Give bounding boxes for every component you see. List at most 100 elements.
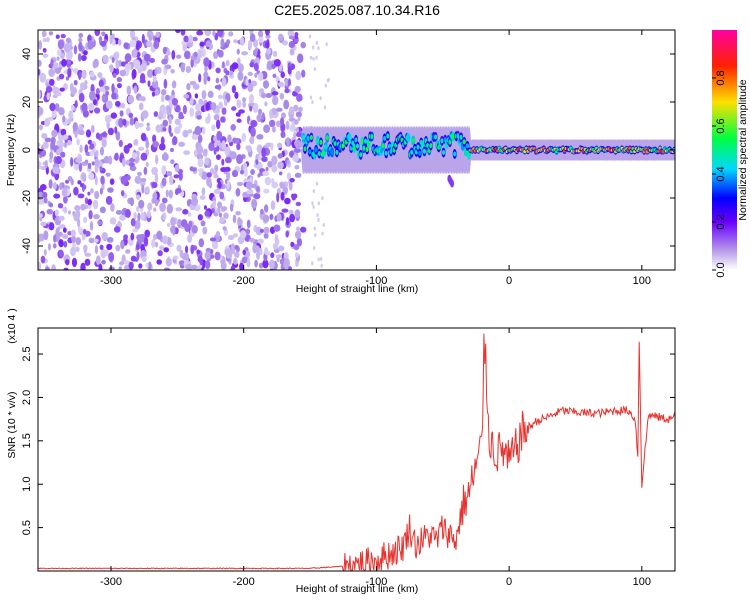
spectrogram-cell — [99, 86, 106, 93]
spectrogram-cell — [158, 245, 165, 250]
spectrogram-cell — [429, 143, 433, 149]
spectrogram-cell — [256, 185, 260, 193]
spectrogram-cell — [314, 233, 317, 238]
spectrogram-cell — [51, 264, 57, 270]
spectrogram-cell — [287, 78, 292, 87]
spectrogram-cell — [112, 72, 117, 78]
snr-y-tick-label: 1.0 — [21, 477, 33, 492]
spectrogram-cell — [198, 73, 202, 83]
spectrogram-cell — [312, 56, 315, 61]
spectrogram-cell — [213, 188, 221, 195]
spectrogram-cell — [87, 191, 91, 196]
snr-x-tick-label: 0 — [506, 576, 512, 588]
spectrogram-cell — [297, 53, 304, 64]
spectrogram-x-ticks: -300 -200 -100 0 100 — [100, 30, 651, 287]
spectrogram-cell — [38, 200, 43, 206]
spectrogram-cell — [38, 233, 42, 243]
spectrogram-cell — [63, 267, 69, 270]
spectrogram-cell — [289, 48, 295, 56]
snr-series-line — [38, 333, 675, 571]
spectrogram-cell — [178, 141, 186, 147]
spectrogram-cell — [50, 58, 54, 68]
spectrogram-cell — [365, 147, 369, 153]
spectrogram-cell — [81, 69, 87, 80]
spectrogram-cell — [39, 184, 47, 191]
spectrogram-cell — [154, 173, 159, 184]
spectrogram-cell — [75, 157, 83, 164]
spectrogram-cell — [301, 69, 306, 78]
spectrogram-cell — [237, 71, 244, 81]
spectrogram-cell — [161, 177, 167, 187]
spectrogram-cell — [448, 139, 452, 145]
spectrogram-cell — [131, 152, 138, 160]
spectrogram-cell — [239, 262, 244, 270]
spectrogram-cell — [190, 244, 195, 255]
spectrogram-cell — [90, 188, 94, 194]
spectrogram-cell — [294, 209, 301, 218]
spectrogram-cell — [62, 115, 66, 123]
spectrogram-cell — [141, 110, 149, 119]
spectrogram-cell — [147, 261, 152, 270]
spectrogram-cell — [308, 149, 312, 155]
spectrogram-cell — [258, 71, 264, 81]
spectrogram-cell — [316, 213, 319, 218]
spectrogram-cell — [263, 226, 270, 235]
spectrogram-cell — [218, 101, 223, 109]
spectrogram-cell — [78, 162, 83, 172]
spectrogram-cell — [89, 221, 94, 231]
spectrogram-cell — [179, 249, 184, 259]
spectrogram-cell — [94, 190, 100, 200]
spectrogram-cell — [38, 59, 42, 67]
spectrogram-cell — [43, 249, 47, 256]
snr-frame — [37, 327, 676, 572]
spectrogram-cell — [231, 85, 237, 94]
spectrogram-cell — [383, 135, 387, 141]
spectrogram-cell — [153, 111, 159, 117]
spectrogram-cell — [285, 217, 290, 226]
spectrogram-cell — [126, 85, 132, 96]
spectrogram-cell — [152, 192, 158, 201]
spectrogram-cell — [74, 246, 80, 252]
spectrogram-cell — [174, 164, 180, 173]
spectrogram-cell — [57, 202, 64, 209]
spectrogram-cell — [276, 142, 283, 149]
spectrogram-cell — [52, 166, 60, 174]
colorbar: 0.0 0.2 0.4 0.6 0.8 Normalized spectral ampl… — [712, 30, 749, 278]
spectrogram-cell — [47, 243, 51, 251]
spectrogram-cell — [116, 77, 123, 83]
spectrogram-cell — [105, 90, 110, 96]
spectrogram-cell — [137, 212, 141, 222]
spectrogram-cell — [247, 39, 253, 50]
spectrogram-cell — [122, 157, 126, 167]
spectrogram-cell — [272, 50, 278, 58]
spectrogram-cell — [196, 145, 204, 155]
spectrogram-cell — [265, 30, 270, 36]
spectrogram-cell — [70, 156, 74, 167]
spectrogram-cell — [161, 58, 168, 65]
spectrogram-cell — [144, 229, 151, 238]
spectrogram-cell — [88, 237, 95, 244]
spectrogram-cell — [165, 257, 172, 267]
spectrogram-cell — [226, 39, 231, 45]
snr-y-label: SNR (10 * v/v) — [6, 391, 18, 458]
spectrogram-cell — [204, 210, 210, 217]
spectrogram-cell — [285, 120, 290, 131]
spectrogram-cell — [40, 255, 46, 264]
spectrogram-cell — [291, 194, 297, 201]
spectrogram-cell — [459, 134, 463, 140]
spectrogram-cell — [44, 137, 52, 143]
spectrogram-cell — [116, 82, 122, 89]
spectrogram-cell — [215, 154, 221, 160]
spectrogram-cell — [74, 205, 81, 212]
spectrogram-cell — [268, 259, 275, 270]
spectrogram-cell — [330, 149, 334, 155]
spectrogram-cell — [115, 59, 120, 70]
spectrogram-cell — [145, 161, 149, 167]
spectrogram-cell — [226, 179, 230, 190]
spectrogram-cell — [272, 242, 279, 250]
spectrogram-cell — [319, 256, 323, 261]
spectrogram-cell — [180, 30, 186, 36]
spectrogram-cell — [228, 31, 234, 37]
spectrogram-cell — [136, 234, 143, 241]
spectrogram-cell — [101, 31, 106, 37]
